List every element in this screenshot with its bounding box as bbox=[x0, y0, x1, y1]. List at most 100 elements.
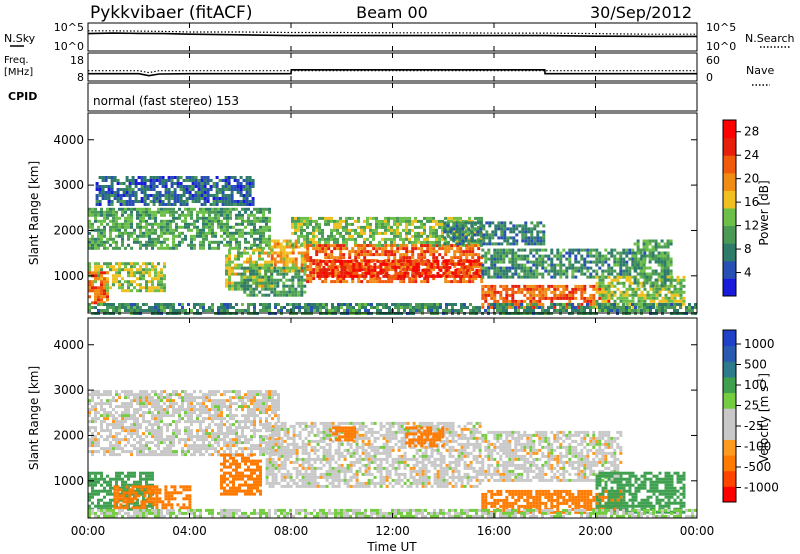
data-cell bbox=[151, 222, 154, 226]
data-cell bbox=[148, 420, 151, 424]
data-cell bbox=[397, 274, 401, 278]
data-cell bbox=[586, 251, 590, 255]
data-cell bbox=[151, 262, 154, 266]
data-cell bbox=[94, 444, 97, 448]
data-cell bbox=[484, 296, 488, 300]
data-cell bbox=[127, 262, 130, 266]
data-cell bbox=[458, 233, 462, 237]
data-cell bbox=[408, 228, 411, 232]
data-cell bbox=[100, 408, 103, 412]
data-cell bbox=[493, 306, 496, 309]
data-cell bbox=[230, 176, 234, 179]
data-cell bbox=[463, 259, 467, 263]
data-cell bbox=[244, 210, 247, 214]
data-cell bbox=[118, 396, 121, 400]
data-cell bbox=[173, 200, 177, 203]
data-cell bbox=[145, 280, 148, 284]
data-cell bbox=[110, 176, 114, 179]
data-cell bbox=[657, 263, 661, 267]
data-cell bbox=[218, 200, 222, 203]
data-cell bbox=[164, 203, 168, 206]
data-cell bbox=[574, 309, 577, 312]
data-cell bbox=[225, 263, 228, 267]
data-cell bbox=[592, 248, 596, 252]
data-cell bbox=[225, 284, 228, 288]
data-cell bbox=[556, 269, 560, 273]
data-cell bbox=[176, 179, 180, 182]
data-cell bbox=[316, 262, 320, 266]
data-cell bbox=[94, 441, 97, 445]
data-cell bbox=[94, 237, 97, 241]
data-cell bbox=[382, 303, 385, 306]
data-cell bbox=[157, 280, 160, 284]
data-cell bbox=[300, 266, 304, 270]
data-cell bbox=[505, 287, 509, 291]
data-cell bbox=[109, 303, 112, 306]
data-cell bbox=[493, 296, 497, 300]
data-cell bbox=[595, 275, 599, 279]
data-cell bbox=[297, 290, 301, 294]
data-cell bbox=[194, 182, 198, 185]
data-cell bbox=[345, 237, 348, 241]
data-cell bbox=[595, 251, 599, 255]
data-cell bbox=[580, 263, 584, 267]
data-cell bbox=[300, 251, 304, 255]
data-cell bbox=[115, 210, 118, 214]
data-cell bbox=[445, 274, 449, 278]
data-cell bbox=[252, 263, 255, 267]
nsky-tick-bottom: 10^0 bbox=[54, 40, 84, 53]
data-cell bbox=[637, 302, 641, 306]
data-cell bbox=[373, 262, 377, 266]
data-cell bbox=[429, 216, 432, 220]
data-cell bbox=[251, 179, 255, 182]
data-cell bbox=[532, 254, 536, 258]
data-cell bbox=[110, 191, 114, 194]
data-cell bbox=[261, 278, 264, 282]
data-cell bbox=[127, 237, 130, 241]
data-cell bbox=[622, 290, 626, 294]
data-cell bbox=[625, 302, 629, 306]
data-cell bbox=[396, 225, 399, 229]
data-cell bbox=[499, 260, 503, 264]
data-cell bbox=[160, 222, 163, 226]
data-cell bbox=[601, 272, 605, 276]
data-cell bbox=[136, 309, 139, 312]
data-cell bbox=[660, 269, 664, 273]
data-cell bbox=[194, 194, 198, 197]
data-cell bbox=[228, 281, 231, 285]
data-cell bbox=[315, 268, 319, 272]
data-cell bbox=[589, 306, 592, 309]
data-cell bbox=[580, 293, 584, 297]
data-cell bbox=[199, 231, 202, 235]
data-cell bbox=[400, 274, 404, 278]
data-cell bbox=[396, 219, 399, 223]
data-cell bbox=[133, 228, 136, 232]
data-cell bbox=[291, 290, 295, 294]
data-cell bbox=[188, 194, 192, 197]
data-cell bbox=[276, 245, 280, 249]
data-cell bbox=[453, 250, 457, 254]
data-cell bbox=[372, 247, 376, 251]
data-cell bbox=[580, 284, 584, 288]
data-cell bbox=[130, 234, 133, 238]
data-cell bbox=[185, 179, 189, 182]
data-cell bbox=[444, 271, 448, 275]
data-cell bbox=[130, 429, 133, 433]
data-cell bbox=[237, 272, 240, 276]
data-cell bbox=[196, 303, 199, 306]
data-cell bbox=[158, 191, 162, 194]
data-cell bbox=[264, 263, 267, 267]
data-cell bbox=[145, 429, 148, 433]
data-cell bbox=[151, 277, 154, 281]
data-cell bbox=[628, 269, 632, 273]
data-cell bbox=[361, 303, 364, 306]
data-cell bbox=[279, 290, 283, 294]
data-cell bbox=[610, 281, 614, 285]
data-cell bbox=[433, 265, 437, 269]
data-cell bbox=[655, 293, 659, 297]
data-cell bbox=[598, 306, 601, 309]
data-cell bbox=[154, 274, 157, 278]
data-cell bbox=[494, 233, 498, 237]
data-cell bbox=[103, 447, 106, 451]
data-cell bbox=[446, 242, 450, 246]
